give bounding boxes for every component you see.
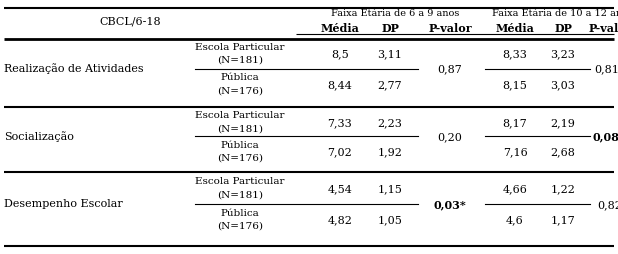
Text: Média: Média (321, 23, 360, 34)
Text: Pública: Pública (221, 73, 260, 83)
Text: 0,82: 0,82 (598, 200, 618, 210)
Text: 8,17: 8,17 (502, 118, 527, 128)
Text: Média: Média (496, 23, 535, 34)
Text: 7,33: 7,33 (328, 118, 352, 128)
Text: Faixa Etária de 10 a 12 anos: Faixa Etária de 10 a 12 anos (492, 8, 618, 18)
Text: 0,03*: 0,03* (434, 199, 467, 211)
Text: (N=181): (N=181) (217, 190, 263, 199)
Text: Desempenho Escolar: Desempenho Escolar (4, 199, 123, 209)
Text: 1,15: 1,15 (378, 184, 402, 194)
Text: (N=176): (N=176) (217, 153, 263, 163)
Text: 2,68: 2,68 (551, 147, 575, 157)
Text: 4,82: 4,82 (328, 215, 352, 225)
Text: 0,87: 0,87 (438, 64, 462, 74)
Text: 1,17: 1,17 (551, 215, 575, 225)
Text: 1,05: 1,05 (378, 215, 402, 225)
Text: (N=176): (N=176) (217, 221, 263, 230)
Text: 4,54: 4,54 (328, 184, 352, 194)
Text: 7,02: 7,02 (328, 147, 352, 157)
Text: 1,22: 1,22 (551, 184, 575, 194)
Text: 0,813: 0,813 (594, 64, 618, 74)
Text: 4,6: 4,6 (506, 215, 524, 225)
Text: 2,23: 2,23 (378, 118, 402, 128)
Text: Socialização: Socialização (4, 132, 74, 142)
Text: 7,16: 7,16 (502, 147, 527, 157)
Text: 4,66: 4,66 (502, 184, 527, 194)
Text: (N=176): (N=176) (217, 87, 263, 96)
Text: (N=181): (N=181) (217, 56, 263, 65)
Text: 3,03: 3,03 (551, 80, 575, 90)
Text: 2,77: 2,77 (378, 80, 402, 90)
Text: Pública: Pública (221, 140, 260, 150)
Text: 8,33: 8,33 (502, 49, 527, 59)
Text: 0,083: 0,083 (593, 132, 618, 142)
Text: 3,23: 3,23 (551, 49, 575, 59)
Text: 8,44: 8,44 (328, 80, 352, 90)
Text: 2,19: 2,19 (551, 118, 575, 128)
Text: 8,5: 8,5 (331, 49, 349, 59)
Text: DP: DP (554, 23, 572, 34)
Text: 1,92: 1,92 (378, 147, 402, 157)
Text: P-valor: P-valor (588, 23, 618, 34)
Text: 8,15: 8,15 (502, 80, 527, 90)
Text: 0,20: 0,20 (438, 132, 462, 142)
Text: Escola Particular: Escola Particular (195, 112, 285, 120)
Text: Pública: Pública (221, 209, 260, 217)
Text: Escola Particular: Escola Particular (195, 178, 285, 186)
Text: Faixa Etária de 6 a 9 anos: Faixa Etária de 6 a 9 anos (331, 8, 459, 18)
Text: (N=181): (N=181) (217, 124, 263, 134)
Text: Escola Particular: Escola Particular (195, 42, 285, 52)
Text: 3,11: 3,11 (378, 49, 402, 59)
Text: Realização de Atividades: Realização de Atividades (4, 64, 143, 74)
Text: DP: DP (381, 23, 399, 34)
Text: CBCL/6-18: CBCL/6-18 (99, 17, 161, 26)
Text: P-valor: P-valor (428, 23, 472, 34)
